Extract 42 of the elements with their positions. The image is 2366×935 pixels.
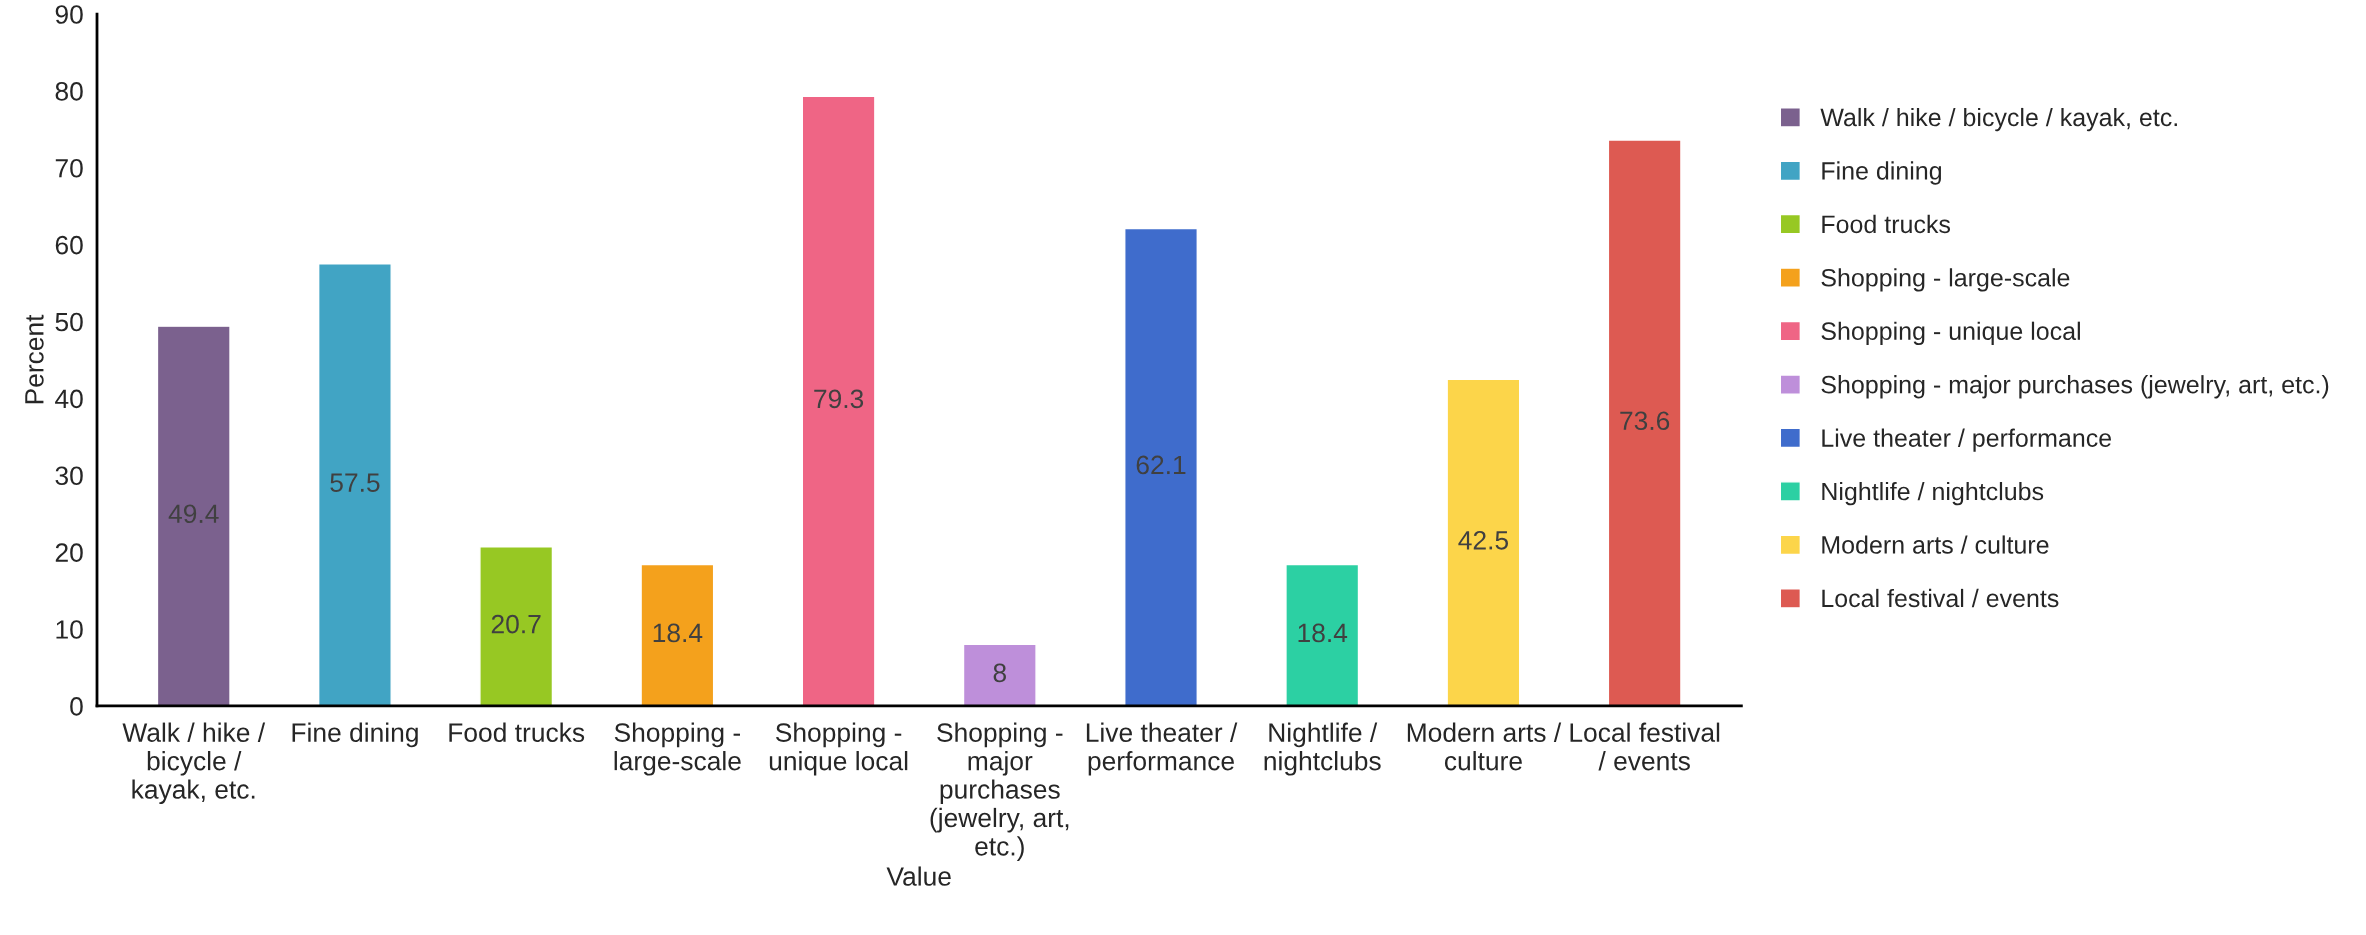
data-label: 73.6 bbox=[1620, 411, 1670, 431]
x-tick-label: Live theater / performance bbox=[1086, 722, 1238, 776]
legend-label: Food trucks bbox=[1822, 214, 1951, 234]
y-tick-label: 20 bbox=[55, 543, 83, 562]
y-tick-label: 70 bbox=[55, 158, 83, 178]
data-label: 79.3 bbox=[814, 389, 864, 409]
data-label: 18.4 bbox=[1298, 623, 1348, 643]
data-label: 8 bbox=[993, 663, 1006, 683]
x-tick-label: Shopping - unique local bbox=[769, 722, 908, 776]
legend-label: Shopping - large-scale bbox=[1821, 268, 2070, 292]
legend-label: Live theater / performance bbox=[1822, 428, 2112, 452]
data-label: 42.5 bbox=[1458, 530, 1509, 550]
legend-label: Modern arts / culture bbox=[1822, 535, 2049, 554]
data-label: 57.5 bbox=[330, 473, 380, 492]
x-tick-label: Food trucks bbox=[449, 722, 585, 742]
x-tick-label: Nightlife / nightclubs bbox=[1264, 722, 1381, 776]
legend-label: Shopping - major purchases (jewelry, art, etc.) bbox=[1821, 375, 2329, 399]
legend-label: Nightlife / nightclubs bbox=[1822, 481, 2044, 506]
y-tick-label: 0 bbox=[70, 697, 83, 716]
y-axis-title: Percent bbox=[25, 314, 44, 404]
y-tick-label: 40 bbox=[55, 389, 83, 409]
y-tick-label: 10 bbox=[56, 620, 83, 639]
x-tick-label: Shopping - major purchases (jewelry, art, etc.) bbox=[930, 722, 1069, 861]
legend-label: Walk / hike / bicycle / kayak, etc. bbox=[1820, 107, 2177, 132]
y-tick-label: 60 bbox=[55, 235, 83, 255]
y-tick-label: 30 bbox=[55, 466, 83, 486]
data-label: 62.1 bbox=[1136, 455, 1186, 475]
y-tick-label: 90 bbox=[55, 5, 83, 24]
x-tick-label: Local festival / events bbox=[1570, 722, 1720, 771]
legend-label: Fine dining bbox=[1822, 161, 1942, 185]
y-tick-label: 50 bbox=[55, 312, 83, 332]
data-label: 18.4 bbox=[653, 623, 703, 643]
data-label: 49.4 bbox=[168, 504, 219, 524]
y-tick-label: 80 bbox=[55, 82, 83, 101]
x-tick-label: Walk / hike / bicycle / kayak, etc. bbox=[122, 722, 266, 805]
data-label: 20.7 bbox=[491, 614, 541, 634]
legend-label: Shopping - unique local bbox=[1821, 321, 2080, 345]
x-tick-label: Fine dining bbox=[292, 722, 418, 748]
x-axis-title: Value bbox=[886, 866, 951, 886]
x-tick-label: Modern arts / culture bbox=[1407, 722, 1562, 771]
legend-label: Local festival / events bbox=[1822, 588, 2059, 608]
x-tick-label: Shopping - large-scale bbox=[614, 722, 741, 776]
